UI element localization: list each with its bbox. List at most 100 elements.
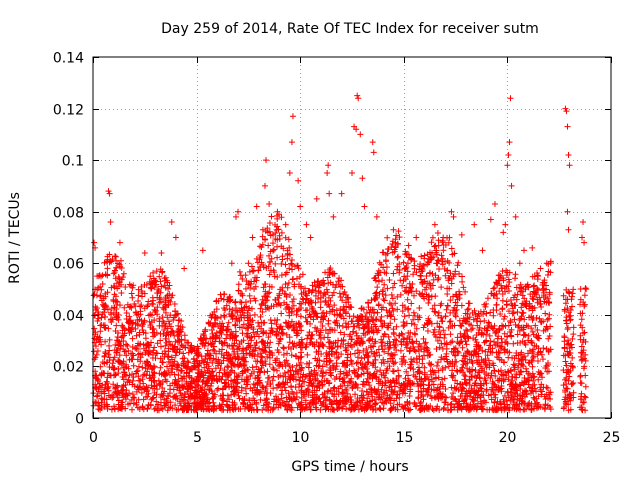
data-point xyxy=(251,384,258,391)
data-point xyxy=(163,400,170,407)
data-point xyxy=(94,273,101,280)
data-point xyxy=(499,339,506,346)
data-point xyxy=(407,361,414,368)
data-point xyxy=(270,366,277,373)
data-point xyxy=(562,352,569,359)
data-point xyxy=(475,350,482,357)
data-point xyxy=(447,270,454,277)
data-point xyxy=(291,327,298,334)
data-point xyxy=(303,296,310,303)
data-point xyxy=(112,371,119,378)
data-point xyxy=(405,330,412,337)
data-point xyxy=(310,396,317,403)
data-point xyxy=(479,365,486,372)
data-point xyxy=(162,309,169,316)
data-point xyxy=(432,272,439,279)
data-point xyxy=(145,390,152,397)
data-point xyxy=(545,335,552,342)
data-point xyxy=(148,339,155,346)
data-point xyxy=(363,346,370,353)
data-point xyxy=(317,406,324,413)
data-point xyxy=(503,372,510,379)
data-point xyxy=(302,314,309,321)
data-point xyxy=(386,309,393,316)
data-point xyxy=(257,254,264,261)
data-point xyxy=(293,311,300,318)
data-point xyxy=(443,350,450,357)
data-point xyxy=(504,269,511,276)
data-point xyxy=(268,349,275,356)
data-point xyxy=(465,300,472,307)
data-point xyxy=(451,351,458,358)
data-point xyxy=(443,306,450,313)
data-point xyxy=(403,368,410,375)
data-point xyxy=(163,370,170,377)
data-point xyxy=(305,364,312,371)
data-point xyxy=(264,379,271,386)
data-point xyxy=(185,339,192,346)
data-point xyxy=(322,393,329,400)
data-point xyxy=(115,273,122,280)
data-point xyxy=(531,282,538,289)
data-point xyxy=(518,398,525,405)
data-point xyxy=(185,384,192,391)
data-point xyxy=(298,327,305,334)
data-point xyxy=(419,356,426,363)
data-point xyxy=(517,281,524,288)
data-point xyxy=(163,332,170,339)
data-point xyxy=(569,303,576,310)
data-point xyxy=(118,403,125,410)
data-point xyxy=(400,380,407,387)
data-point xyxy=(535,376,542,383)
data-point xyxy=(166,320,173,327)
data-point xyxy=(543,260,550,267)
data-point xyxy=(381,320,388,327)
data-point xyxy=(337,311,344,318)
data-point xyxy=(166,371,173,378)
data-point xyxy=(221,380,228,387)
data-point xyxy=(445,277,452,284)
data-point xyxy=(154,340,161,347)
data-point xyxy=(505,322,512,329)
data-point xyxy=(239,324,246,331)
data-point xyxy=(439,258,446,265)
data-point xyxy=(347,357,354,364)
data-point xyxy=(358,371,365,378)
data-point xyxy=(334,343,341,350)
data-point xyxy=(281,299,288,306)
data-point xyxy=(125,318,132,325)
data-point xyxy=(201,386,208,393)
data-point xyxy=(197,399,204,406)
data-point xyxy=(435,328,442,335)
data-point xyxy=(243,390,250,397)
data-point xyxy=(150,363,157,370)
data-point xyxy=(495,354,502,361)
data-point xyxy=(337,368,344,375)
data-point xyxy=(546,289,553,296)
data-point xyxy=(155,288,162,295)
data-point xyxy=(529,295,536,302)
data-point xyxy=(451,322,458,329)
data-point xyxy=(547,396,554,403)
data-point xyxy=(225,319,232,326)
data-point xyxy=(563,108,570,115)
data-point xyxy=(359,387,366,394)
data-point xyxy=(379,290,386,297)
data-point xyxy=(335,278,342,285)
data-point xyxy=(464,359,471,366)
data-point xyxy=(504,333,511,340)
data-point xyxy=(128,328,135,335)
data-point xyxy=(119,333,126,340)
data-point xyxy=(387,407,394,414)
data-point xyxy=(447,339,454,346)
data-point xyxy=(404,273,411,280)
data-point xyxy=(297,203,304,210)
data-point xyxy=(537,403,544,410)
data-point xyxy=(175,317,182,324)
data-point xyxy=(384,246,391,253)
data-point xyxy=(139,364,146,371)
data-point xyxy=(342,320,349,327)
data-point xyxy=(478,405,485,412)
data-point xyxy=(567,360,574,367)
data-point xyxy=(219,373,226,380)
